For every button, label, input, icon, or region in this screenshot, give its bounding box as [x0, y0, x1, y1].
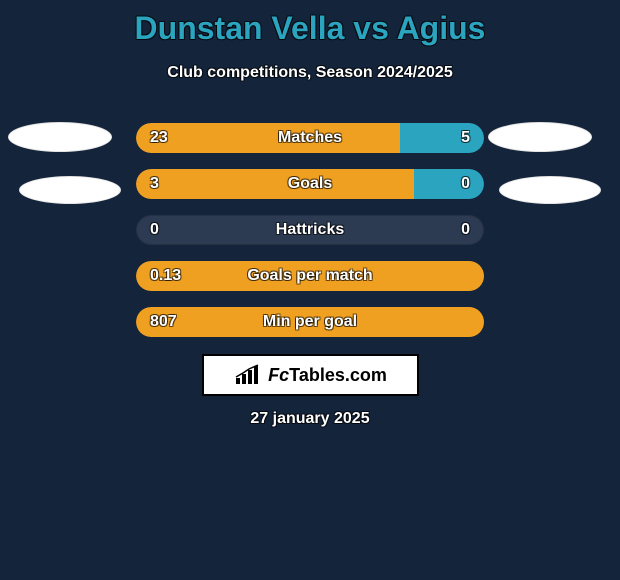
brand-prefix: Fc — [268, 365, 289, 385]
stat-value-left: 0.13 — [150, 267, 181, 285]
right-shape — [488, 122, 592, 152]
stat-label: Matches — [278, 129, 342, 147]
brand-rest: Tables.com — [289, 365, 387, 385]
right-shape — [499, 176, 601, 204]
stat-fill-left — [136, 123, 400, 153]
stat-row: 23 Matches 5 — [136, 123, 484, 153]
stat-fill-right — [400, 123, 484, 153]
stat-row: 807 Min per goal — [136, 307, 484, 337]
stat-value-right: 0 — [461, 221, 470, 239]
brand-badge: FcTables.com — [202, 354, 419, 396]
stat-row: 3 Goals 0 — [136, 169, 484, 199]
left-shape — [19, 176, 121, 204]
stat-value-right: 0 — [461, 175, 470, 193]
brand-text: FcTables.com — [268, 365, 387, 386]
stat-fill-left — [136, 169, 414, 199]
stat-label: Min per goal — [263, 313, 357, 331]
date-stamp: 27 january 2025 — [0, 410, 620, 428]
infographic-canvas: Dunstan Vella vs Agius Club competitions… — [0, 0, 620, 580]
stat-value-left: 807 — [150, 313, 177, 331]
left-shape — [8, 122, 112, 152]
stat-value-left: 3 — [150, 175, 159, 193]
stat-row: 0 Hattricks 0 — [136, 215, 484, 245]
page-title: Dunstan Vella vs Agius — [0, 10, 620, 47]
stat-label: Hattricks — [276, 221, 344, 239]
stat-row: 0.13 Goals per match — [136, 261, 484, 291]
stat-label: Goals — [288, 175, 332, 193]
subtitle: Club competitions, Season 2024/2025 — [0, 64, 620, 82]
stat-fill-right — [414, 169, 484, 199]
stat-value-left: 23 — [150, 129, 168, 147]
bar-chart-icon — [234, 364, 262, 386]
stat-label: Goals per match — [247, 267, 372, 285]
stat-value-left: 0 — [150, 221, 159, 239]
stat-value-right: 5 — [461, 129, 470, 147]
